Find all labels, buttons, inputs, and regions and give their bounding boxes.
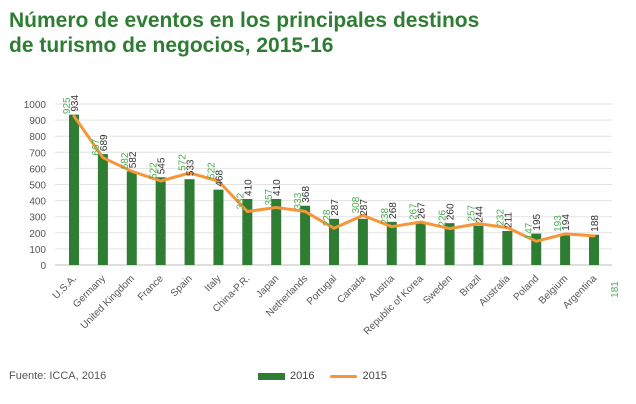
bar-2016 xyxy=(300,205,311,265)
bar-2016 xyxy=(415,222,426,265)
x-tick-label: Japan xyxy=(254,273,281,300)
data-label-2016: 188 xyxy=(590,215,601,232)
y-tick-label: 400 xyxy=(29,197,46,208)
data-label-2015: 582 xyxy=(120,152,131,169)
data-label-2015: 232 xyxy=(495,209,506,226)
data-label-2016: 533 xyxy=(186,159,197,176)
bar-2016 xyxy=(531,233,542,265)
x-tick-label: France xyxy=(136,273,166,303)
y-tick-label: 500 xyxy=(29,181,46,192)
bar-2016 xyxy=(560,233,571,265)
data-label-2016: 287 xyxy=(359,199,370,216)
data-label-2015: 193 xyxy=(553,215,564,232)
data-label-2015: 357 xyxy=(264,188,275,205)
chart-title-line-2: de turismo de negocios, 2015-16 xyxy=(9,34,334,57)
data-label-2016: 268 xyxy=(388,202,399,219)
data-label-2015: 238 xyxy=(380,208,391,225)
y-tick-label: 800 xyxy=(29,132,46,143)
data-label-2016: 934 xyxy=(70,95,81,112)
data-label-2015: 332 xyxy=(235,192,246,209)
bar-2016 xyxy=(357,218,368,265)
data-label-2016: 689 xyxy=(99,134,110,151)
x-tick-label: Italy xyxy=(203,273,224,294)
chart-title-line-1: Número de eventos en los principales des… xyxy=(9,9,480,32)
x-tick-label: Portugal xyxy=(305,273,339,307)
line-2015 xyxy=(72,114,596,243)
bar-2016 xyxy=(184,179,195,265)
y-tick-label: 600 xyxy=(29,164,46,175)
x-tick-label: Canada xyxy=(335,273,368,306)
bar-2016 xyxy=(271,198,282,265)
data-label-2015: 925 xyxy=(62,97,73,114)
data-label-2016: 267 xyxy=(417,202,428,219)
y-tick-label: 1000 xyxy=(24,100,47,111)
bar-2016 xyxy=(155,177,166,265)
bar-2016 xyxy=(242,198,253,265)
data-label-2015: 147 xyxy=(524,222,535,239)
data-label-2015: 522 xyxy=(149,162,160,179)
data-label-2016: 545 xyxy=(157,157,168,174)
data-label-2016: 468 xyxy=(214,170,225,187)
bar-2016 xyxy=(444,223,455,265)
bar-2016 xyxy=(473,225,484,265)
data-label-2016: 410 xyxy=(272,179,283,196)
bar-2016 xyxy=(97,154,108,265)
data-label-2015: 226 xyxy=(438,209,449,226)
data-label-2015: 228 xyxy=(322,209,333,226)
y-tick-label: 300 xyxy=(29,213,46,224)
bar-2016 xyxy=(502,231,513,265)
data-label-2016: 194 xyxy=(561,214,572,231)
legend-label-2016: 2016 xyxy=(290,370,315,382)
x-tick-label: Spain xyxy=(169,273,195,299)
x-tick-label: Australia xyxy=(477,273,513,309)
legend-swatch-bar xyxy=(258,372,285,380)
bar-2016 xyxy=(386,221,397,265)
x-tick-label: United Kingdom xyxy=(79,273,137,331)
bar-2016 xyxy=(69,114,79,265)
y-tick-label: 200 xyxy=(29,229,46,240)
bar-2016 xyxy=(213,189,224,265)
chart-legend: 2016 2015 xyxy=(258,368,403,384)
data-label-2015: 333 xyxy=(293,192,304,209)
data-label-2016: 582 xyxy=(128,151,139,168)
y-tick-label: 900 xyxy=(29,116,46,127)
data-label-2016: 410 xyxy=(243,179,254,196)
bar-2016 xyxy=(589,234,599,265)
y-tick-label: 0 xyxy=(40,261,46,272)
data-label-2015: 522 xyxy=(206,162,217,179)
data-label-2015: 308 xyxy=(351,196,362,213)
bar-2016 xyxy=(329,218,339,265)
data-label-2016: 368 xyxy=(301,186,312,203)
data-label-2016: 260 xyxy=(446,203,457,220)
bar-2016 xyxy=(126,171,137,265)
data-label-2016: 244 xyxy=(474,206,485,223)
x-tick-label: Brazil xyxy=(458,273,483,298)
data-label-2016: 195 xyxy=(532,213,543,230)
legend-item-2015: 2015 xyxy=(330,370,387,382)
data-label-2015: 267 xyxy=(409,203,420,220)
chart-title: Número de eventos en los principales des… xyxy=(9,8,609,58)
legend-item-2016: 2016 xyxy=(258,370,314,382)
data-label-2015: 572 xyxy=(178,154,189,171)
legend-label-2015: 2015 xyxy=(362,370,387,382)
y-tick-label: 100 xyxy=(29,245,46,256)
x-tick-label: Sweden xyxy=(421,273,454,306)
legend-swatch-line xyxy=(330,374,358,378)
data-label-2016: 287 xyxy=(330,199,341,216)
data-label-2015: 181 xyxy=(610,281,621,298)
y-tick-label: 700 xyxy=(29,148,46,159)
data-label-2016: 211 xyxy=(503,212,514,228)
data-label-2015: 257 xyxy=(466,204,477,221)
source-note: Fuente: ICCA, 2016 xyxy=(9,370,107,382)
data-label-2015: 667 xyxy=(91,138,102,155)
